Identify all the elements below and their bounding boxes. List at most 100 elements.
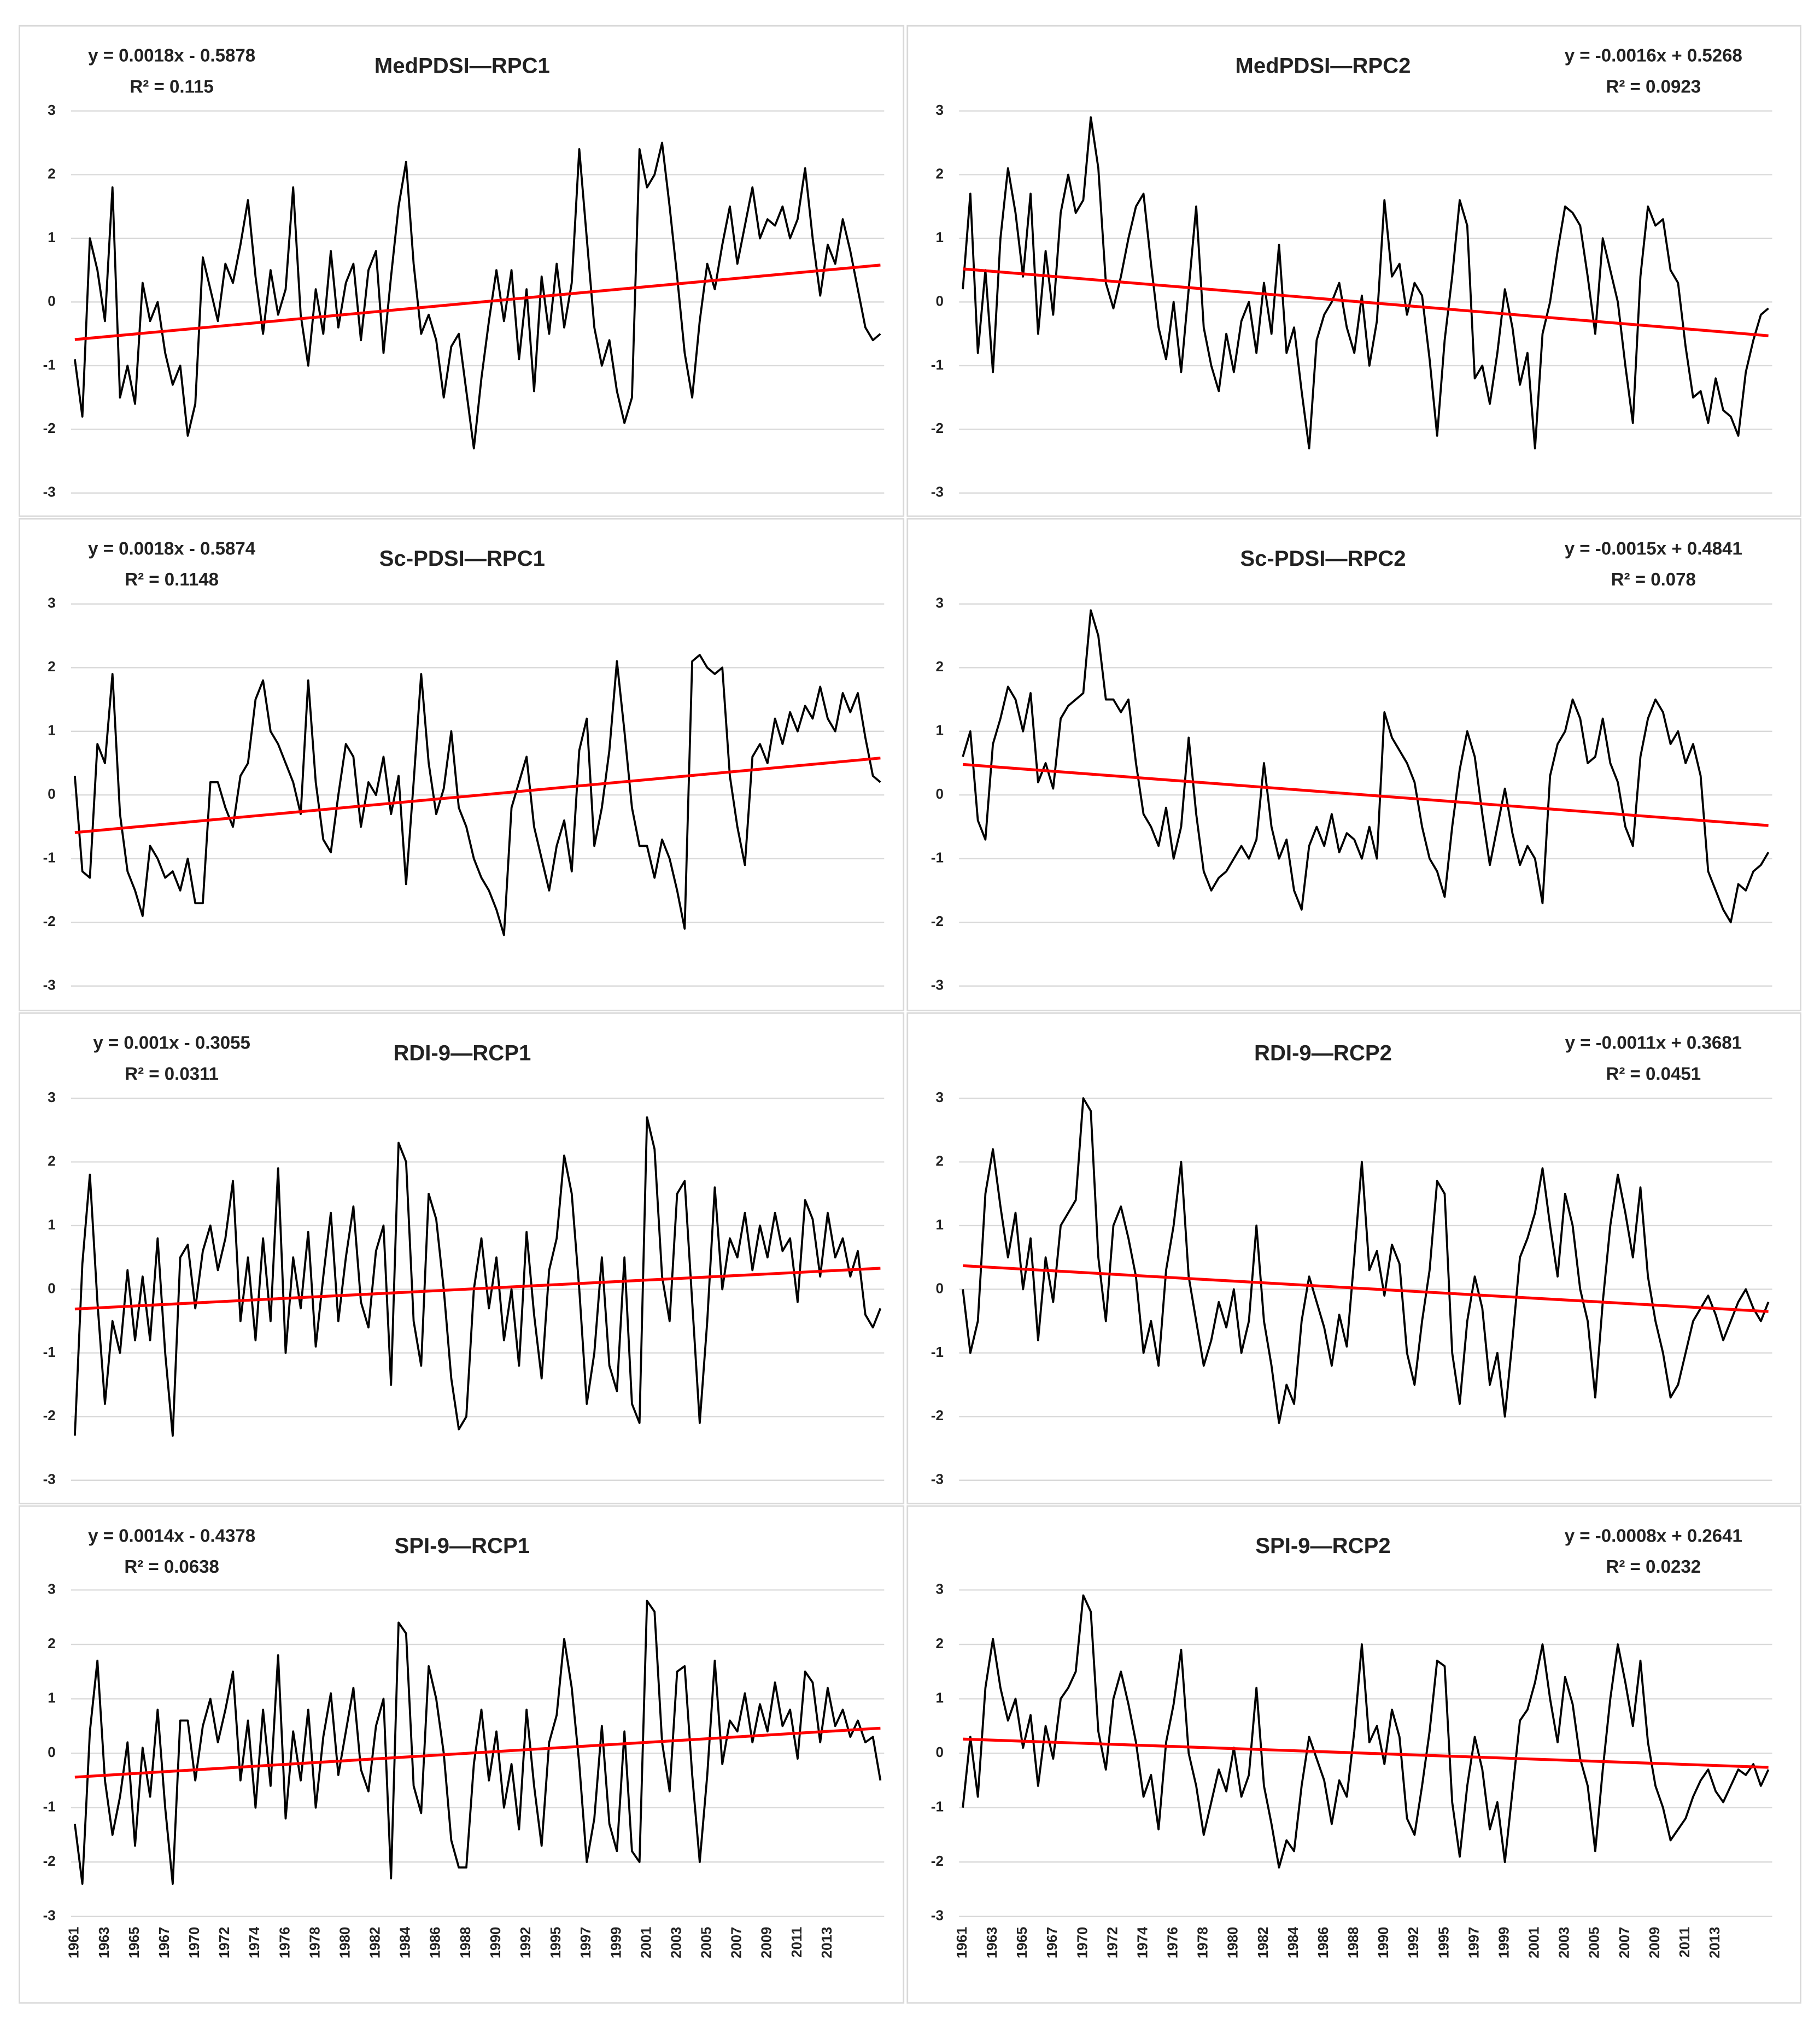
trend-line [74, 1726, 881, 1779]
chart-title: MedPDSI—RPC2 [1235, 53, 1411, 78]
y-tick-label: -2 [931, 420, 944, 436]
x-tick-label: 1978 [306, 1927, 323, 1959]
chart-title: MedPDSI—RPC1 [374, 53, 550, 78]
chart-title: RDI-9—RCP2 [1254, 1040, 1392, 1065]
x-tick-label: 2011 [1676, 1927, 1693, 1958]
y-tick-label: -3 [43, 1471, 56, 1487]
x-tick-label: 1974 [1134, 1926, 1150, 1958]
x-tick-label: 1992 [1405, 1927, 1421, 1959]
x-tick-label: 1995 [547, 1927, 564, 1959]
x-tick-label: 1978 [1195, 1927, 1211, 1959]
x-tick-label: 1992 [517, 1927, 534, 1959]
y-tick-label: -1 [43, 356, 56, 373]
chart-title: Sc-PDSI—RPC1 [379, 546, 545, 571]
y-tick-label: -1 [43, 1344, 56, 1360]
y-tick-label: -2 [931, 1407, 944, 1424]
y-tick-label: 0 [48, 786, 55, 802]
y-tick-label: -3 [931, 1471, 944, 1487]
x-tick-label: 1999 [1495, 1927, 1512, 1959]
y-tick-label: 0 [48, 1280, 55, 1296]
r-squared: R² = 0.0923 [1606, 77, 1701, 97]
r-squared: R² = 0.0638 [124, 1557, 219, 1577]
y-tick-label: 2 [935, 658, 943, 675]
x-tick-label: 1990 [1375, 1927, 1391, 1959]
x-tick-label: 1997 [1465, 1927, 1482, 1959]
trend-equation: y = 0.0018x - 0.5874 [88, 538, 256, 559]
x-tick-label: 2013 [818, 1927, 835, 1959]
x-tick-label: 2001 [1526, 1927, 1542, 1959]
data-line [962, 116, 1769, 450]
trend-line [963, 1737, 1769, 1769]
y-tick-label: 3 [48, 595, 55, 611]
y-tick-label: 0 [935, 786, 943, 802]
x-tick-label: 2005 [1586, 1927, 1602, 1959]
x-tick-label: 1970 [1074, 1927, 1090, 1959]
y-tick-label: 3 [935, 1580, 943, 1597]
data-line [962, 609, 1770, 924]
x-tick-label: 2013 [1706, 1927, 1723, 1959]
y-tick-label: -3 [931, 977, 944, 993]
x-tick-label: 1961 [953, 1927, 970, 1959]
r-squared: R² = 0.115 [130, 77, 213, 97]
y-tick-label: -1 [931, 850, 944, 866]
y-tick-label: 2 [935, 1635, 943, 1651]
y-tick-label: -2 [43, 1853, 56, 1869]
x-tick-label: 1976 [1164, 1927, 1181, 1959]
y-tick-label: 2 [48, 658, 55, 675]
x-tick-label: 2009 [1646, 1927, 1663, 1959]
trend-line [962, 763, 1769, 827]
y-tick-label: 3 [935, 102, 943, 118]
y-tick-label: 1 [935, 1689, 943, 1706]
r-squared: R² = 0.0451 [1606, 1064, 1701, 1084]
y-tick-label: -1 [43, 1799, 56, 1815]
y-tick-label: 0 [935, 1280, 943, 1296]
y-tick-label: 1 [935, 722, 943, 739]
y-tick-label: -1 [931, 1799, 944, 1815]
panel-border [19, 25, 905, 517]
y-tick-label: -3 [43, 977, 56, 993]
chart-title: SPI-9—RCP1 [395, 1533, 530, 1558]
x-tick-label: 1980 [1225, 1927, 1241, 1959]
trend-equation: y = 0.0014x - 0.4378 [88, 1526, 255, 1546]
y-tick-label: 3 [48, 1089, 55, 1105]
x-tick-label: 1967 [1044, 1927, 1060, 1959]
trend-equation: y = -0.0016x + 0.5268 [1565, 46, 1742, 66]
x-tick-label: 1965 [1014, 1927, 1030, 1959]
r-squared: R² = 0.0232 [1606, 1557, 1701, 1577]
x-tick-label: 1972 [216, 1927, 232, 1959]
x-tick-label: 2005 [698, 1927, 715, 1959]
y-tick-label: 3 [935, 1089, 943, 1105]
chart-title: Sc-PDSI—RPC2 [1240, 546, 1406, 571]
data-line [73, 1116, 882, 1437]
trend-equation: y = -0.0011x + 0.3681 [1565, 1033, 1742, 1053]
x-tick-label: 2003 [668, 1927, 684, 1959]
x-tick-label: 1974 [246, 1926, 262, 1958]
trend-equation: y = 0.001x - 0.3055 [93, 1033, 250, 1053]
y-tick-label: -1 [931, 356, 944, 373]
x-tick-label: 1986 [427, 1927, 443, 1959]
trend-equation: y = -0.0015x + 0.4841 [1565, 538, 1742, 559]
y-tick-label: 0 [48, 1744, 55, 1760]
y-tick-label: 2 [935, 1152, 943, 1169]
x-tick-label: 1970 [186, 1927, 202, 1959]
y-tick-label: 1 [935, 229, 943, 245]
x-tick-label: 1982 [367, 1927, 383, 1959]
y-tick-label: -3 [43, 1907, 56, 1924]
y-tick-label: -3 [43, 484, 56, 500]
x-tick-label: 2007 [728, 1927, 745, 1959]
x-tick-label: 2003 [1556, 1927, 1572, 1959]
x-tick-label: 1988 [1345, 1927, 1361, 1959]
y-tick-label: 0 [935, 1744, 943, 1760]
y-tick-label: 3 [48, 1580, 55, 1597]
y-tick-label: 1 [48, 229, 55, 245]
x-tick-label: 1963 [96, 1927, 112, 1959]
x-tick-label: 1995 [1435, 1927, 1452, 1959]
panel-border [19, 1012, 905, 1504]
y-tick-label: -3 [931, 484, 944, 500]
r-squared: R² = 0.1148 [125, 570, 219, 590]
x-tick-label: 1982 [1255, 1927, 1271, 1959]
x-tick-label: 1980 [336, 1927, 353, 1959]
y-tick-label: 0 [935, 292, 943, 309]
chart-title: RDI-9—RCP1 [393, 1040, 531, 1065]
